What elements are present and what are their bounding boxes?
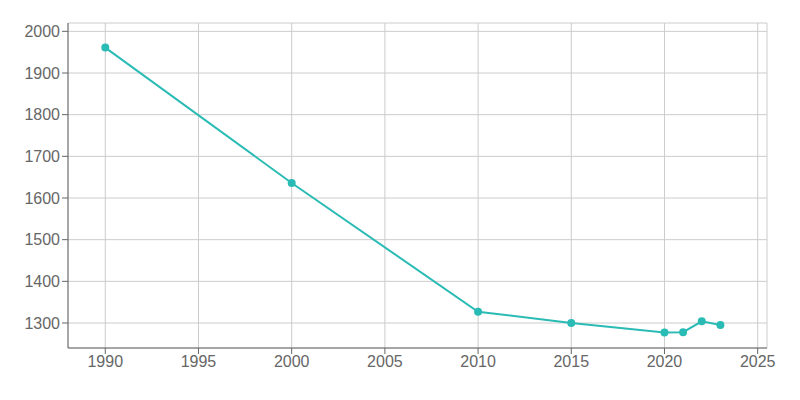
- svg-text:2000: 2000: [24, 23, 60, 40]
- svg-text:1300: 1300: [24, 315, 60, 332]
- svg-text:2000: 2000: [274, 353, 310, 370]
- svg-text:1995: 1995: [181, 353, 217, 370]
- svg-text:2015: 2015: [553, 353, 589, 370]
- svg-text:2010: 2010: [460, 353, 496, 370]
- svg-text:1990: 1990: [87, 353, 123, 370]
- svg-text:1600: 1600: [24, 190, 60, 207]
- svg-text:1500: 1500: [24, 231, 60, 248]
- svg-text:2025: 2025: [740, 353, 776, 370]
- svg-text:1400: 1400: [24, 273, 60, 290]
- svg-text:2005: 2005: [367, 353, 403, 370]
- svg-text:1700: 1700: [24, 148, 60, 165]
- svg-text:2020: 2020: [647, 353, 683, 370]
- svg-text:1900: 1900: [24, 65, 60, 82]
- svg-text:1800: 1800: [24, 106, 60, 123]
